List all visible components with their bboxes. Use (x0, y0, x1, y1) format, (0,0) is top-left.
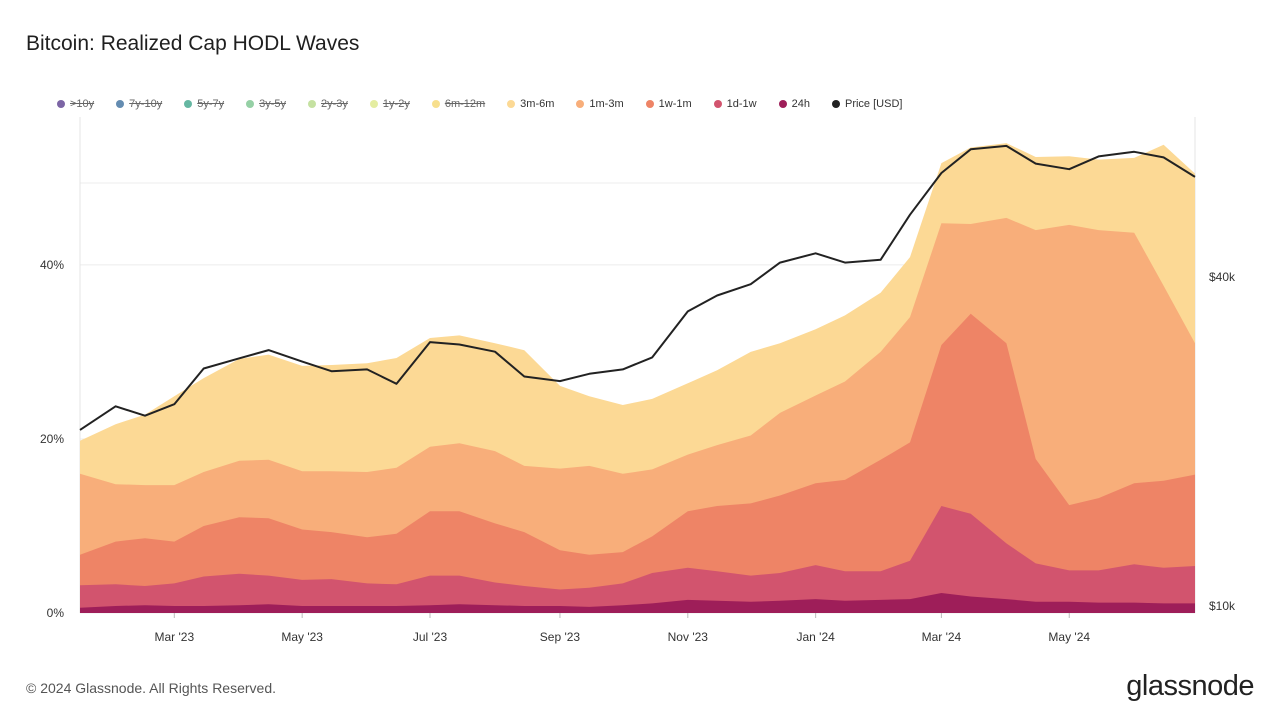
legend-label: 2y-3y (321, 98, 348, 110)
legend-item[interactable]: 2y-3y (308, 98, 348, 110)
y-tick-label: 40% (40, 258, 64, 272)
x-tick-label: May '23 (281, 630, 323, 644)
y-tick-label: 0% (47, 606, 65, 620)
legend-label: Price [USD] (844, 98, 903, 110)
x-tick-label: Mar '23 (154, 630, 194, 644)
area-series-1d-1w (80, 506, 1195, 613)
legend-label: 7y-10y (129, 98, 163, 110)
x-tick-label: Sep '23 (540, 630, 581, 644)
legend-swatch-icon (645, 100, 654, 108)
legend-item[interactable]: Price [USD] (831, 98, 903, 110)
legend-label: 1w-1m (658, 98, 692, 110)
legend-label: 5y-7y (197, 98, 225, 110)
legend-label: 24h (791, 98, 810, 110)
legend-swatch-icon (831, 100, 840, 108)
legend-item[interactable]: 24h (778, 98, 810, 110)
legend-swatch-icon (184, 100, 193, 108)
legend-item[interactable]: 1d-1w (713, 98, 757, 110)
legend-label: >10y (70, 98, 95, 110)
legend-swatch-icon (431, 100, 440, 108)
legend-label: 1m-3m (589, 98, 624, 110)
legend-item[interactable]: 1y-2y (369, 98, 410, 110)
legend-swatch-icon (369, 100, 378, 108)
price-line (79, 144, 1196, 431)
legend-swatch-icon (713, 100, 722, 108)
legend-item[interactable]: 1m-3m (576, 98, 624, 110)
legend-item[interactable]: 6m-12m (431, 98, 486, 110)
legend-label: 6m-12m (444, 98, 486, 110)
legend-item[interactable]: 5y-7y (184, 98, 224, 110)
legend-item[interactable]: 7y-10y (116, 98, 162, 110)
x-tick-label: Nov '23 (668, 630, 709, 644)
x-tick-label: May '24 (1048, 630, 1090, 644)
legend-label: 3m-6m (520, 98, 555, 110)
legend-item[interactable]: 3m-6m (507, 98, 554, 110)
area-series-1w-1m (80, 313, 1195, 613)
y-tick-label: 20% (40, 432, 64, 446)
y-right-tick-label: $40k (1209, 270, 1236, 284)
copyright-notice: © 2024 Glassnode. All Rights Reserved. (26, 680, 277, 696)
x-tick-label: Jan '24 (796, 630, 835, 644)
legend-swatch-icon (507, 100, 516, 108)
area-series-24h (80, 593, 1195, 613)
chart-legend: >10y 7y-10y 5y-7y 3y-5y 2y-3y 1y-2y 6m-12m 3m-6… (57, 98, 924, 110)
legend-swatch-icon (57, 100, 65, 108)
legend-label: 1d-1w (726, 98, 757, 110)
legend-item[interactable]: 3y-5y (246, 98, 286, 110)
legend-swatch-icon (116, 100, 125, 108)
legend-swatch-icon (246, 100, 255, 108)
legend-item[interactable]: 1w-1m (645, 98, 692, 110)
chart-title: Bitcoin: Realized Cap HODL Waves (26, 32, 360, 55)
legend-swatch-icon (308, 100, 317, 108)
brand-logo: glassnode (1126, 670, 1254, 702)
legend-label: 3y-5y (259, 98, 287, 110)
x-tick-label: Mar '24 (922, 630, 962, 644)
legend-swatch-icon (778, 100, 787, 108)
legend-label: 1y-2y (382, 98, 410, 110)
legend-swatch-icon (576, 100, 585, 108)
y-right-tick-label: $10k (1209, 599, 1236, 613)
legend-item[interactable]: >10y (57, 98, 94, 110)
x-tick-label: Jul '23 (413, 630, 448, 644)
